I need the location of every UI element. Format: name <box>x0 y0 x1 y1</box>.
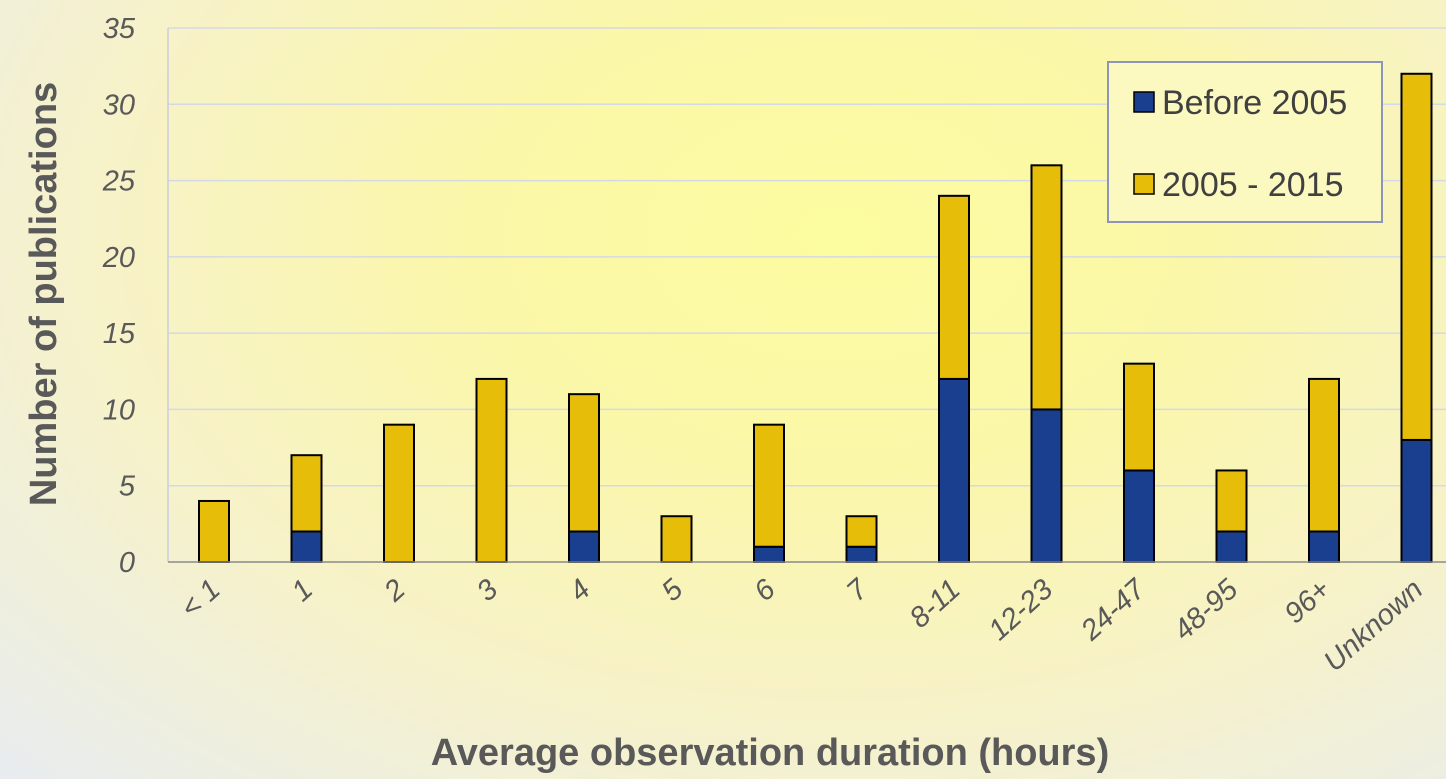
x-tick-label: 3 <box>471 573 504 608</box>
gridlines <box>167 27 1446 562</box>
bar-4-before-2005 <box>568 530 600 564</box>
x-tick-label: 5 <box>656 573 690 608</box>
y-tick-label: 15 <box>103 318 136 350</box>
x-tick-label: 4 <box>563 573 596 608</box>
bar-4-2005-2015 <box>568 393 600 533</box>
x-tick-label: 7 <box>841 572 876 608</box>
x-tick-label: Unknown <box>1318 573 1429 678</box>
x-tick-label: 24-47 <box>1074 572 1153 647</box>
x-tick-label: 2 <box>378 573 412 608</box>
bar-24-47-before-2005 <box>1123 469 1155 564</box>
bar-12-23-2005-2015 <box>1030 164 1063 411</box>
y-tick-label: 25 <box>102 166 136 198</box>
bar-7-before-2005 <box>845 545 878 564</box>
bar-3-2005-2015 <box>475 377 508 563</box>
bar-unknown-2005-2015 <box>1400 72 1433 441</box>
legend-label-before-2005: Before 2005 <box>1162 84 1347 122</box>
bar-1-2005-2015 <box>290 454 323 533</box>
y-tick-label: 5 <box>119 471 136 503</box>
bar-1-2005-2015 <box>198 499 230 564</box>
bar-2-2005-2015 <box>383 423 415 563</box>
x-tick-label: 6 <box>748 573 782 608</box>
x-tick-label: 12-23 <box>983 573 1060 646</box>
bar-12-23-before-2005 <box>1030 408 1063 563</box>
bar-5-2005-2015 <box>660 515 693 564</box>
legend-label-2005-2015: 2005 - 2015 <box>1162 166 1344 204</box>
bar-6-2005-2015 <box>753 423 785 548</box>
bar-8-11-2005-2015 <box>938 194 970 380</box>
legend: Before 2005 2005 - 2015 <box>1107 61 1383 223</box>
bar-unknown-before-2005 <box>1400 438 1433 564</box>
y-tick-label: 30 <box>103 89 135 121</box>
bar-24-47-2005-2015 <box>1123 362 1155 472</box>
x-tick-label: 96+ <box>1279 573 1337 630</box>
bar-8-11-before-2005 <box>938 377 970 563</box>
bar-96-before-2005 <box>1308 530 1340 564</box>
bar-48-95-before-2005 <box>1215 530 1248 564</box>
x-tick-labels: < 1 1 2 3 4 5 6 7 8-11 12-23 24-47 48-95 96+Unknown <box>175 572 1429 678</box>
x-tick-label: 48-95 <box>1168 573 1245 647</box>
bar-6-before-2005 <box>753 545 785 564</box>
y-tick-label: 0 <box>119 547 135 579</box>
bar-48-95-2005-2015 <box>1215 469 1248 533</box>
y-tick-label: 10 <box>103 394 135 426</box>
x-tick-label: 1 <box>286 573 319 608</box>
x-tick-label: < 1 <box>175 573 227 624</box>
x-axis-title: Average observation duration (hours) <box>431 732 1109 774</box>
x-tick-label: 8-11 <box>904 573 967 634</box>
y-axis-title: Number of publications <box>23 82 65 506</box>
bar-1-before-2005 <box>290 530 323 564</box>
bar-7-2005-2015 <box>845 515 878 548</box>
bars <box>198 72 1433 564</box>
y-tick-label: 35 <box>103 13 136 45</box>
legend-swatch-2005-2015 <box>1133 173 1155 195</box>
bar-96-2005-2015 <box>1308 377 1340 533</box>
y-tick-labels: 0 5 10 15 20 25 30 35 <box>102 13 136 579</box>
y-tick-label: 20 <box>102 242 135 274</box>
legend-frame <box>1107 61 1383 223</box>
legend-swatch-before-2005 <box>1133 91 1155 113</box>
